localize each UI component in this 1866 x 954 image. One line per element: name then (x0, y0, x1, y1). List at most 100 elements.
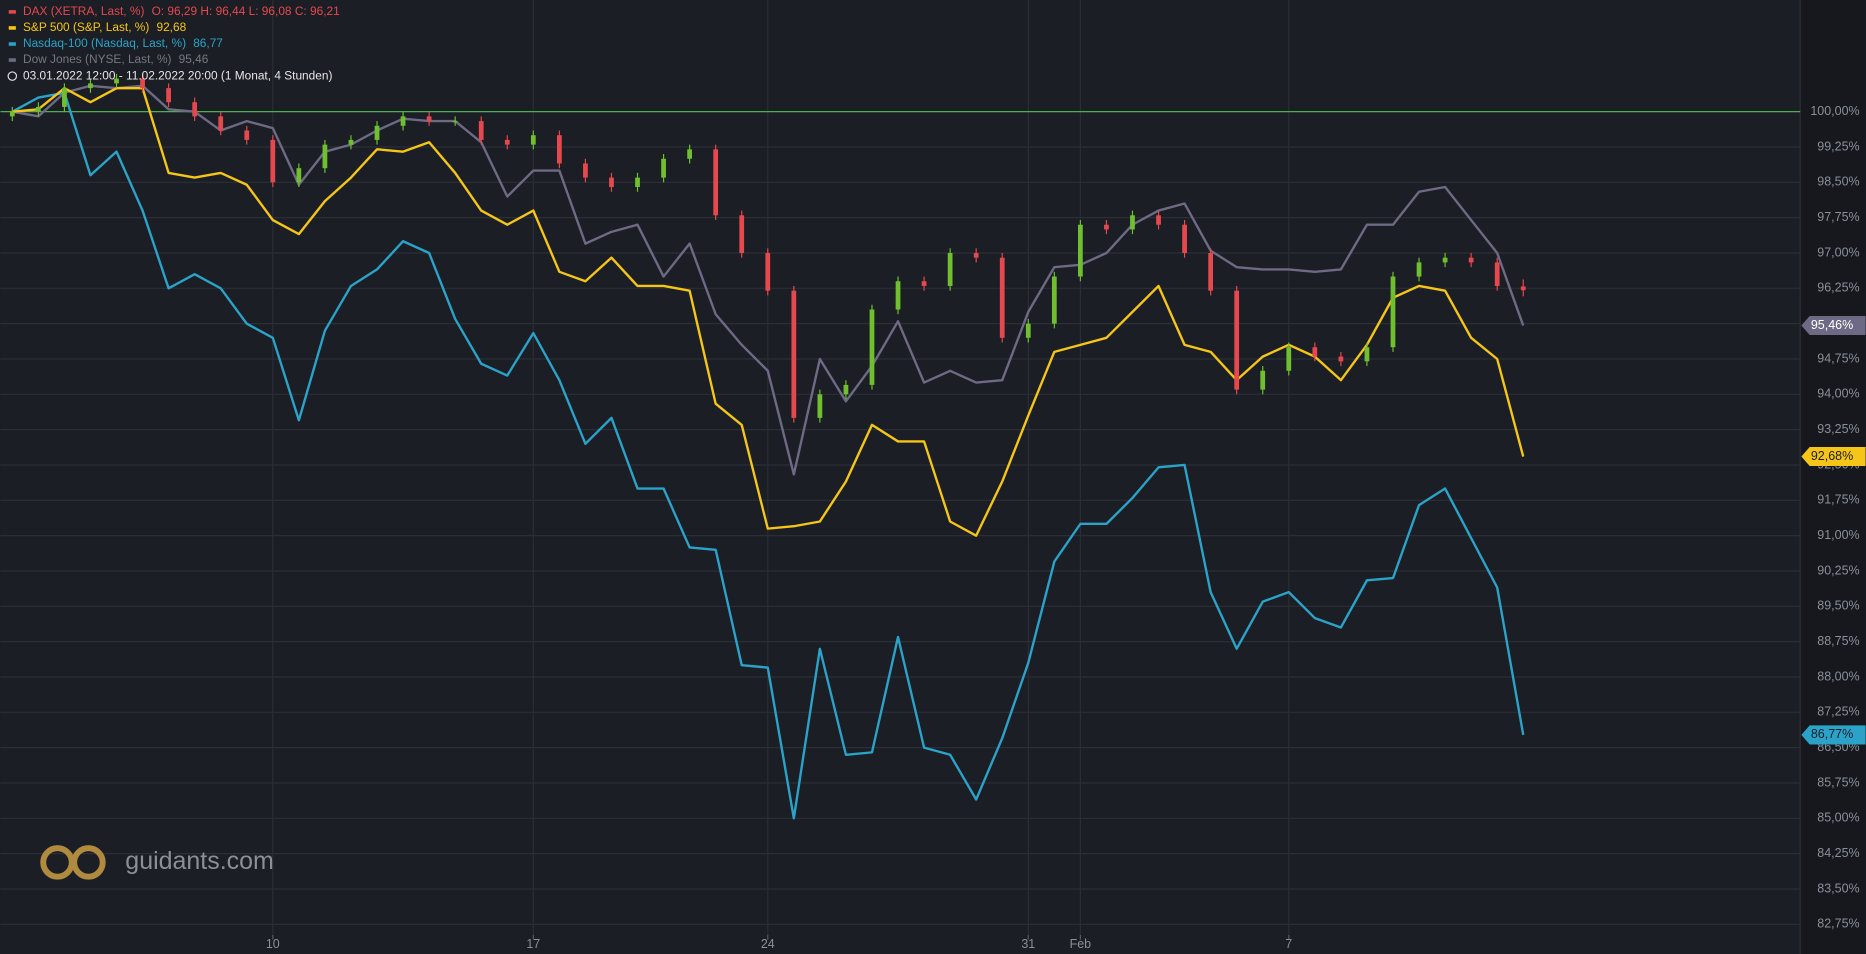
candle-body (9, 111, 15, 117)
y-tick-label: 91,75% (1817, 493, 1859, 507)
y-tick-label: 94,75% (1817, 351, 1859, 365)
last-value-badge (1801, 446, 1866, 467)
legend-label: S&P 500 (S&P, Last, %) (23, 20, 149, 34)
candle-body (1234, 290, 1240, 390)
series-line (11, 91, 1525, 820)
candle-body (609, 177, 614, 188)
y-tick-label: 85,75% (1817, 775, 1859, 789)
candle-body (739, 215, 745, 253)
candle-body (1416, 262, 1422, 277)
candle-body (296, 168, 302, 183)
x-tick-label: 31 (1021, 937, 1035, 951)
logo (40, 845, 106, 880)
x-tick-label: 10 (266, 937, 280, 951)
candle-body (140, 78, 145, 89)
candle-body (817, 394, 823, 418)
legend-swatch (8, 10, 16, 14)
candle-body (374, 125, 380, 140)
candle-body (973, 252, 979, 258)
legend-label: DAX (XETRA, Last, %) (23, 4, 144, 18)
candle-body (921, 281, 927, 286)
candle-body (1468, 257, 1474, 263)
legend-value: 95,46 (179, 52, 209, 66)
x-tick-label: Feb (1070, 937, 1092, 951)
y-tick-label: 87,25% (1817, 705, 1859, 719)
x-tick-label: 17 (526, 937, 540, 951)
candle-body (791, 290, 797, 418)
candle-body (244, 130, 250, 140)
candle-body (1338, 356, 1344, 362)
legend-swatch (8, 58, 16, 62)
candle-body (1260, 370, 1266, 390)
y-axis-panel (1800, 0, 1866, 954)
candle-body (270, 139, 276, 183)
candle-body (1494, 262, 1500, 286)
series-line (12, 86, 1525, 537)
candle-body (1520, 286, 1526, 291)
last-value-badge (1801, 725, 1866, 745)
candle-body (661, 158, 666, 178)
y-tick-label: 93,25% (1817, 422, 1859, 436)
y-tick-label: 85,00% (1817, 811, 1859, 825)
legend-value: O: 96,29 H: 96,44 L: 96,08 C: 96,21 (152, 4, 341, 18)
clock-icon (7, 71, 18, 81)
y-tick-label: 82,75% (1817, 917, 1859, 931)
y-tick-label: 99,25% (1817, 139, 1859, 153)
candle-body (166, 88, 171, 103)
legend-label: Nasdaq-100 (Nasdaq, Last, %) (23, 36, 186, 50)
candle-body (765, 252, 771, 291)
candle-body (1364, 347, 1370, 362)
legend: DAX (XETRA, Last, %) O: 96,29 H: 96,44 L:… (7, 4, 341, 82)
y-tick-label: 90,25% (1817, 563, 1859, 577)
y-tick-label: 97,75% (1817, 210, 1859, 224)
series-line (12, 84, 1525, 476)
candle-body (322, 144, 328, 169)
candle-body (999, 257, 1005, 338)
candle-body (869, 309, 875, 385)
legend-swatch (8, 42, 16, 46)
candle-body (1312, 347, 1318, 357)
candle-body (713, 149, 719, 216)
candle-body (947, 252, 953, 286)
legend-swatch (8, 26, 16, 30)
candle-body (426, 116, 432, 122)
candle-body (635, 177, 640, 188)
period-label: 03.01.2022 12:00 - 11.02.2022 20:00 (1 M… (23, 68, 332, 82)
candle-body (348, 139, 354, 145)
candle-body (687, 149, 693, 159)
last-value-label: 95,46% (1811, 318, 1853, 332)
candle-body (1442, 257, 1448, 263)
x-tick-label: 24 (761, 937, 775, 951)
candle-body (1390, 276, 1396, 348)
candle-body (1051, 276, 1057, 324)
logo-ring (71, 845, 106, 880)
candle-body (452, 121, 458, 123)
y-tick-label: 100,00% (1810, 104, 1859, 118)
last-value-label: 92,68% (1811, 449, 1853, 463)
candle-body (530, 135, 536, 145)
candle-body (843, 384, 849, 395)
candle-body (1130, 215, 1135, 230)
y-tick-label: 94,00% (1817, 387, 1859, 401)
candle-body (1078, 224, 1083, 277)
candle-body (35, 106, 41, 112)
candle-body (1025, 323, 1031, 338)
candle-body (218, 116, 224, 131)
y-tick-label: 89,50% (1817, 599, 1859, 613)
candle-body (1286, 347, 1292, 371)
candle-body (88, 83, 93, 89)
candle-body (504, 139, 510, 145)
y-tick-label: 88,75% (1817, 634, 1859, 648)
candle-body (1156, 215, 1161, 225)
candle-body (1104, 224, 1109, 230)
candle-body (1182, 224, 1187, 253)
candle-body (478, 121, 484, 140)
candle-body (62, 88, 67, 107)
y-tick-label: 84,25% (1817, 846, 1859, 860)
legend-value: 86,77 (193, 36, 223, 50)
candle-body (400, 116, 406, 126)
legend-label: Dow Jones (NYSE, Last, %) (23, 52, 172, 66)
last-value-label: 86,77% (1811, 727, 1853, 741)
